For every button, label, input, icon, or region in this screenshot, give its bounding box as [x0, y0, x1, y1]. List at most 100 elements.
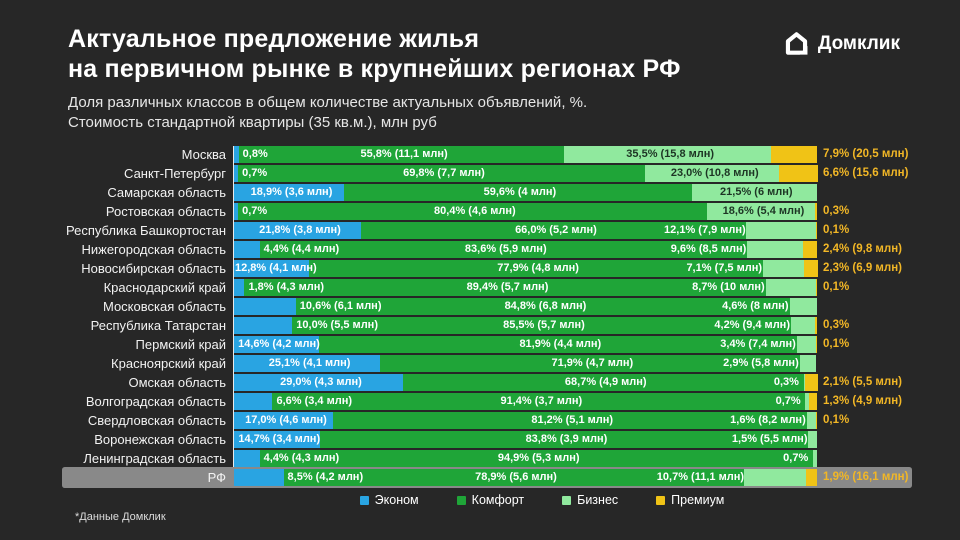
bar-segment-premium — [805, 374, 818, 391]
bar-segment-business — [808, 431, 817, 448]
bar-segment-label-comfort: 83,6% (5,9 млн) — [464, 243, 547, 255]
bar-segment-business — [805, 393, 810, 410]
bar-segment-comfort — [259, 450, 813, 467]
bar-segment-label-econom: 0,7% — [242, 167, 268, 179]
legend-label-business: Бизнес — [577, 493, 619, 507]
bar-segment-label-comfort: 68,7% (4,9 млн) — [564, 376, 647, 388]
header: Актуальное предложение жилья на первично… — [68, 24, 681, 133]
bar-segment-comfort — [238, 203, 707, 220]
bar-segment-econom — [234, 336, 320, 353]
bar-segment-label-econom: 14,7% (3,4 млн) — [238, 433, 321, 445]
bar-chart: Москва 0,8% 55,8% (11,1 млн) 35,5% (15,8 мл… — [64, 146, 916, 488]
bar-segment-label-business: 2,9% (5,8 млн) — [723, 357, 799, 369]
bar-row: Новосибирская область 12,8% (4,1 млн) 77,9… — [64, 260, 910, 277]
bar-segment-business — [803, 374, 806, 391]
bar-row: Свердловская область 17,0% (4,6 млн) 81,2%… — [64, 412, 910, 429]
bar-segment-premium — [816, 222, 817, 239]
premium-value-label: 6,6% (15,6 млн) — [823, 167, 909, 179]
bar-segment-label-econom: 29,0% (4,3 млн) — [280, 376, 362, 388]
bar-segment-label-comfort: 77,9% (4,8 млн) — [497, 262, 579, 274]
bar-segment-comfort — [259, 241, 748, 258]
subtitle-line-1: Доля различных классов в общем количеств… — [68, 94, 588, 111]
legend-swatch-econom — [359, 495, 369, 505]
bar-segment-business — [691, 184, 817, 201]
region-label: Санкт-Петербург — [124, 166, 226, 181]
bar-row: Московская область 10,6% (6,1 млн) 84,8% (… — [64, 298, 910, 315]
bar-segment-business — [747, 241, 803, 258]
bar-segment-label-econom: 1,8% (4,3 млн) — [248, 281, 325, 293]
page-title: Актуальное предложение жилья на первично… — [68, 24, 681, 84]
bar-segment-econom — [234, 165, 239, 182]
bar-segment-comfort — [238, 165, 645, 182]
domclick-house-icon — [783, 30, 810, 57]
region-label: РФ — [207, 470, 226, 485]
bar-row: Нижегородская область 4,4% (4,4 млн) 83,6%… — [64, 241, 910, 258]
bar-segment-premium — [804, 260, 818, 277]
bar-row-total: РФ 8,5% (4,2 млн) 78,9% (5,6 млн) 10,7% (11… — [64, 469, 910, 486]
bar-segment-business — [743, 469, 806, 486]
bar-segment-comfort — [292, 317, 791, 334]
region-label: Московская область — [102, 299, 226, 314]
stacked-bar: 8,5% (4,2 млн) 78,9% (5,6 млн) 10,7% (11,1… — [234, 469, 817, 486]
bar-segment-label-business: 8,7% (10 млн) — [692, 281, 765, 293]
bar-segment-label-business: 12,1% (7,9 млн) — [664, 224, 746, 236]
bar-segment-comfort — [344, 184, 692, 201]
bar-segment-label-comfort: 66,0% (5,2 млн) — [515, 224, 597, 236]
region-label: Новосибирская область — [81, 261, 226, 276]
bar-row: Москва 0,8% 55,8% (11,1 млн) 35,5% (15,8 мл… — [64, 146, 910, 163]
bar-segment-label-comfort: 71,9% (4,7 млн) — [551, 357, 634, 369]
domclick-logo: Домклик — [783, 30, 900, 57]
bar-segment-comfort — [295, 298, 791, 315]
bar-segment-label-comfort: 81,9% (4,4 млн) — [519, 338, 602, 350]
bar-segment-econom — [234, 146, 239, 163]
stacked-bar: 1,8% (4,3 млн) 89,4% (5,7 млн) 8,7% (10 мл… — [234, 279, 817, 296]
region-label: Красноярский край — [111, 356, 226, 371]
bar-segment-label-business: 18,6% (5,4 млн) — [722, 205, 805, 217]
bar-segment-label-business: 1,5% (5,5 млн) — [731, 433, 808, 445]
bar-segment-comfort — [403, 374, 804, 391]
bar-segment-comfort — [283, 469, 744, 486]
bar-segment-label-econom: 6,6% (3,4 млн) — [276, 395, 353, 407]
bar-segment-business — [796, 336, 817, 353]
bar-segment-econom — [234, 222, 362, 239]
bar-segment-label-econom: 4,4% (4,3 млн) — [263, 452, 340, 464]
logo-text: Домклик — [817, 32, 900, 54]
stacked-bar: 21,8% (3,8 млн) 66,0% (5,2 млн) 12,1% (7,9… — [234, 222, 817, 239]
bar-segment-label-business: 0,3% — [773, 376, 799, 388]
region-label: Волгоградская область — [85, 394, 226, 409]
bar-segment-label-econom: 4,4% (4,4 млн) — [263, 243, 340, 255]
bar-segment-label-comfort: 91,4% (3,7 млн) — [500, 395, 583, 407]
bar-segment-business — [645, 165, 780, 182]
stacked-bar: 0,8% 55,8% (11,1 млн) 35,5% (15,8 млн) — [234, 146, 817, 163]
bar-segment-premium — [815, 203, 817, 220]
premium-value-label: 0,3% — [823, 205, 850, 217]
bar-segment-label-econom: 17,0% (4,6 млн) — [245, 414, 327, 426]
bar-segment-label-comfort: 55,8% (11,1 млн) — [360, 148, 448, 160]
region-label: Омская область — [128, 375, 226, 390]
bar-segment-business — [790, 298, 817, 315]
bar-segment-premium — [816, 279, 817, 296]
bar-segment-label-business: 1,6% (8,2 млн) — [730, 414, 806, 426]
bar-segment-label-comfort: 80,4% (4,6 млн) — [434, 205, 516, 217]
bar-segment-label-comfort: 84,8% (6,8 млн) — [504, 300, 587, 312]
bar-segment-label-business: 4,2% (9,4 млн) — [714, 319, 790, 331]
bar-segment-comfort — [380, 355, 800, 372]
bar-segment-label-comfort: 59,6% (4 млн) — [483, 186, 557, 198]
bar-segment-label-business: 35,5% (15,8 млн) — [626, 148, 715, 160]
region-label: Свердловская область — [87, 413, 226, 428]
premium-value-label: 1,3% (4,9 млн) — [823, 395, 903, 407]
premium-value-label: 0,3% — [823, 319, 850, 331]
legend-swatch-comfort — [456, 495, 466, 505]
bar-segment-econom — [234, 374, 404, 391]
bar-segment-business — [745, 222, 817, 239]
bar-segment-label-comfort: 83,8% (3,9 млн) — [525, 433, 608, 445]
bar-segment-comfort — [244, 279, 766, 296]
bar-segment-label-business: 23,0% (10,8 млн) — [670, 167, 759, 179]
stacked-bar: 14,7% (3,4 млн) 83,8% (3,9 млн) 1,5% (5,5 … — [234, 431, 817, 448]
title-line-1: Актуальное предложение жилья — [68, 25, 480, 53]
y-axis-line — [233, 146, 234, 486]
region-label: Воронежская область — [94, 432, 226, 447]
bar-segment-econom — [234, 355, 381, 372]
region-label: Краснодарский край — [103, 280, 226, 295]
